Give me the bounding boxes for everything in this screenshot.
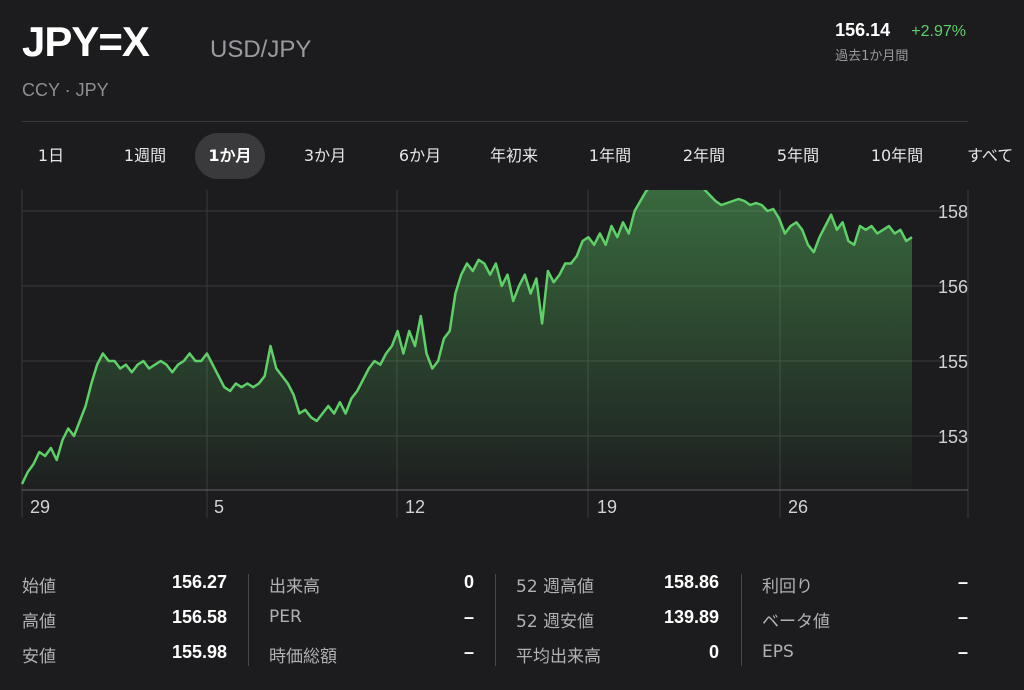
tab-6m[interactable]: 6か月: [398, 146, 442, 165]
range-tabs: 1日 1週間 1か月 3か月 6か月 年初来 1年間 2年間 5年間 10年間 …: [22, 133, 1024, 179]
exchange-label: CCY · JPY: [22, 80, 109, 100]
stat-label: 始値: [22, 577, 56, 597]
tab-1w[interactable]: 1週間: [123, 146, 167, 165]
stats-column-52week: 52 週高値 158.86 52 週安値 139.89 平均出来高 0: [516, 568, 719, 678]
price-summary: 156.14 +2.97% 過去1か月間: [835, 20, 966, 64]
stat-avg-volume: 平均出来高 0: [516, 638, 719, 673]
x-tick-label: 19: [597, 497, 617, 517]
stat-per: PER –: [269, 603, 474, 638]
tab-5y[interactable]: 5年間: [776, 146, 820, 165]
tab-3m[interactable]: 3か月: [303, 146, 347, 165]
y-tick-label: 156: [938, 277, 968, 297]
stat-eps: EPS –: [762, 638, 968, 673]
stat-volume: 出来高 0: [269, 568, 474, 603]
stat-low: 安値 155.98: [22, 638, 227, 673]
stat-label: 高値: [22, 612, 56, 632]
tab-1d[interactable]: 1日: [37, 146, 65, 165]
stats-column-volume: 出来高 0 PER – 時価総額 –: [269, 568, 474, 678]
stats-divider: [741, 574, 742, 666]
price-chart[interactable]: 158 156 155 153 29 5 12 19 26: [0, 190, 1024, 530]
stat-value: –: [463, 642, 474, 662]
price-line: [20, 190, 913, 485]
x-tick-label: 12: [405, 497, 425, 517]
stat-value: 155.98: [171, 642, 227, 662]
stat-label: 52 週安値: [516, 612, 595, 632]
x-tick-label: 29: [30, 497, 50, 517]
tab-ytd[interactable]: 年初来: [489, 146, 538, 165]
stats-column-yield: 利回り – ベータ値 – EPS –: [762, 568, 968, 678]
stat-value: 0: [463, 572, 474, 592]
stat-open: 始値 156.27: [22, 568, 227, 603]
stat-label: 平均出来高: [516, 647, 601, 667]
ticker-symbol: JPY=X: [22, 18, 150, 65]
stat-value: –: [957, 642, 968, 662]
stat-value: –: [463, 607, 474, 627]
stat-label: PER: [269, 607, 302, 627]
x-axis: 29 5 12 19 26: [30, 497, 808, 517]
stat-value: 158.86: [663, 572, 719, 592]
stat-value: 156.27: [171, 572, 227, 592]
stats-column-prices: 始値 156.27 高値 156.58 安値 155.98: [22, 568, 227, 678]
stat-yield: 利回り –: [762, 568, 968, 603]
tab-1m[interactable]: 1か月: [195, 133, 265, 179]
stat-label: 利回り: [762, 577, 813, 597]
x-tick-label: 26: [788, 497, 808, 517]
header-divider: [22, 121, 968, 122]
stat-label: ベータ値: [762, 612, 830, 632]
stat-value: –: [957, 607, 968, 627]
tab-1y[interactable]: 1年間: [588, 146, 632, 165]
stat-value: 156.58: [171, 607, 227, 627]
stats-panel: 始値 156.27 高値 156.58 安値 155.98 出来高 0 PER …: [22, 568, 968, 678]
tab-2y[interactable]: 2年間: [682, 146, 726, 165]
stat-label: 時価総額: [269, 647, 337, 667]
current-price: 156.14: [835, 20, 891, 40]
stat-label: 52 週高値: [516, 577, 595, 597]
stat-52w-low: 52 週安値 139.89: [516, 603, 719, 638]
price-area: [22, 190, 912, 490]
stat-label: 出来高: [269, 577, 320, 597]
y-axis: 158 156 155 153: [938, 202, 968, 447]
y-tick-label: 158: [938, 202, 968, 222]
tab-all[interactable]: すべて: [967, 146, 1014, 165]
stat-value: –: [957, 572, 968, 592]
quote-header: JPY=X USD/JPY CCY · JPY 156.14 +2.97% 過去…: [22, 18, 1002, 108]
tab-10y[interactable]: 10年間: [870, 146, 924, 165]
stat-market-cap: 時価総額 –: [269, 638, 474, 673]
stat-value: 139.89: [663, 607, 719, 627]
y-tick-label: 155: [938, 352, 968, 372]
stat-label: EPS: [762, 642, 794, 662]
price-change: +2.97%: [911, 23, 966, 40]
stat-high: 高値 156.58: [22, 603, 227, 638]
stats-divider: [495, 574, 496, 666]
stat-52w-high: 52 週高値 158.86: [516, 568, 719, 603]
currency-pair: USD/JPY: [210, 36, 312, 63]
stat-label: 安値: [22, 647, 56, 667]
stat-beta: ベータ値 –: [762, 603, 968, 638]
change-period: 過去1か月間: [835, 49, 909, 64]
stat-value: 0: [708, 642, 719, 662]
x-tick-label: 5: [214, 497, 224, 517]
stats-divider: [248, 574, 249, 666]
y-tick-label: 153: [938, 427, 968, 447]
